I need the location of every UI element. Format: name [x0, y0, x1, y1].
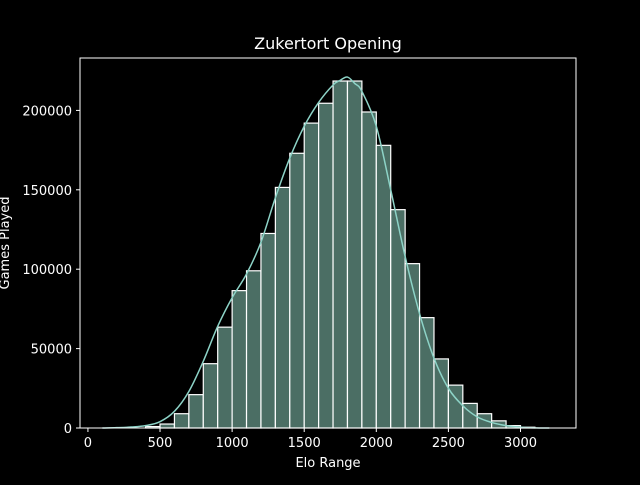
y-tick-label: 0	[64, 422, 72, 437]
x-tick-label: 0	[84, 436, 92, 451]
histogram-bar	[390, 209, 406, 429]
x-axis-ticks: 0 500 1000 1500 2000 2500 3000	[84, 428, 537, 451]
x-axis-label: Elo Range	[295, 456, 360, 471]
histogram-bar	[159, 423, 176, 429]
chart-title: Zukertort Opening	[254, 34, 402, 53]
histogram-bar	[375, 144, 392, 429]
y-tick-label: 50000	[31, 343, 72, 358]
plot-frame	[79, 57, 577, 429]
y-axis-ticks: 0 50000 100000 150000 200000	[22, 104, 80, 437]
x-tick-label: 1500	[288, 436, 321, 451]
kde-curve	[102, 76, 550, 429]
histogram-bar	[231, 290, 248, 429]
x-tick-label: 2000	[360, 436, 393, 451]
x-tick-label: 2500	[432, 436, 465, 451]
x-tick-label: 3000	[504, 436, 537, 451]
x-tick-label: 1000	[216, 436, 249, 451]
histogram-bar	[173, 413, 190, 429]
histogram-bar	[202, 363, 219, 429]
histogram-bar	[303, 122, 320, 429]
histogram-bar	[433, 358, 450, 429]
y-tick-label: 200000	[22, 104, 72, 119]
histogram-bar	[346, 80, 363, 429]
histogram-bar	[418, 317, 435, 429]
histogram-bar	[289, 152, 305, 429]
histogram-bar	[332, 80, 349, 429]
y-axis-label: Games Played	[0, 197, 13, 290]
y-tick-label: 100000	[22, 263, 72, 278]
histogram-bar	[318, 102, 334, 429]
histogram-bar	[260, 232, 276, 429]
bars-group	[145, 80, 536, 429]
x-tick-label: 500	[148, 436, 173, 451]
y-tick-label: 150000	[22, 184, 72, 199]
histogram-bar	[245, 270, 262, 429]
histogram-bar	[217, 326, 233, 429]
histogram-bar	[274, 186, 291, 429]
histogram-bar	[361, 111, 377, 429]
histogram-bar	[188, 394, 204, 429]
